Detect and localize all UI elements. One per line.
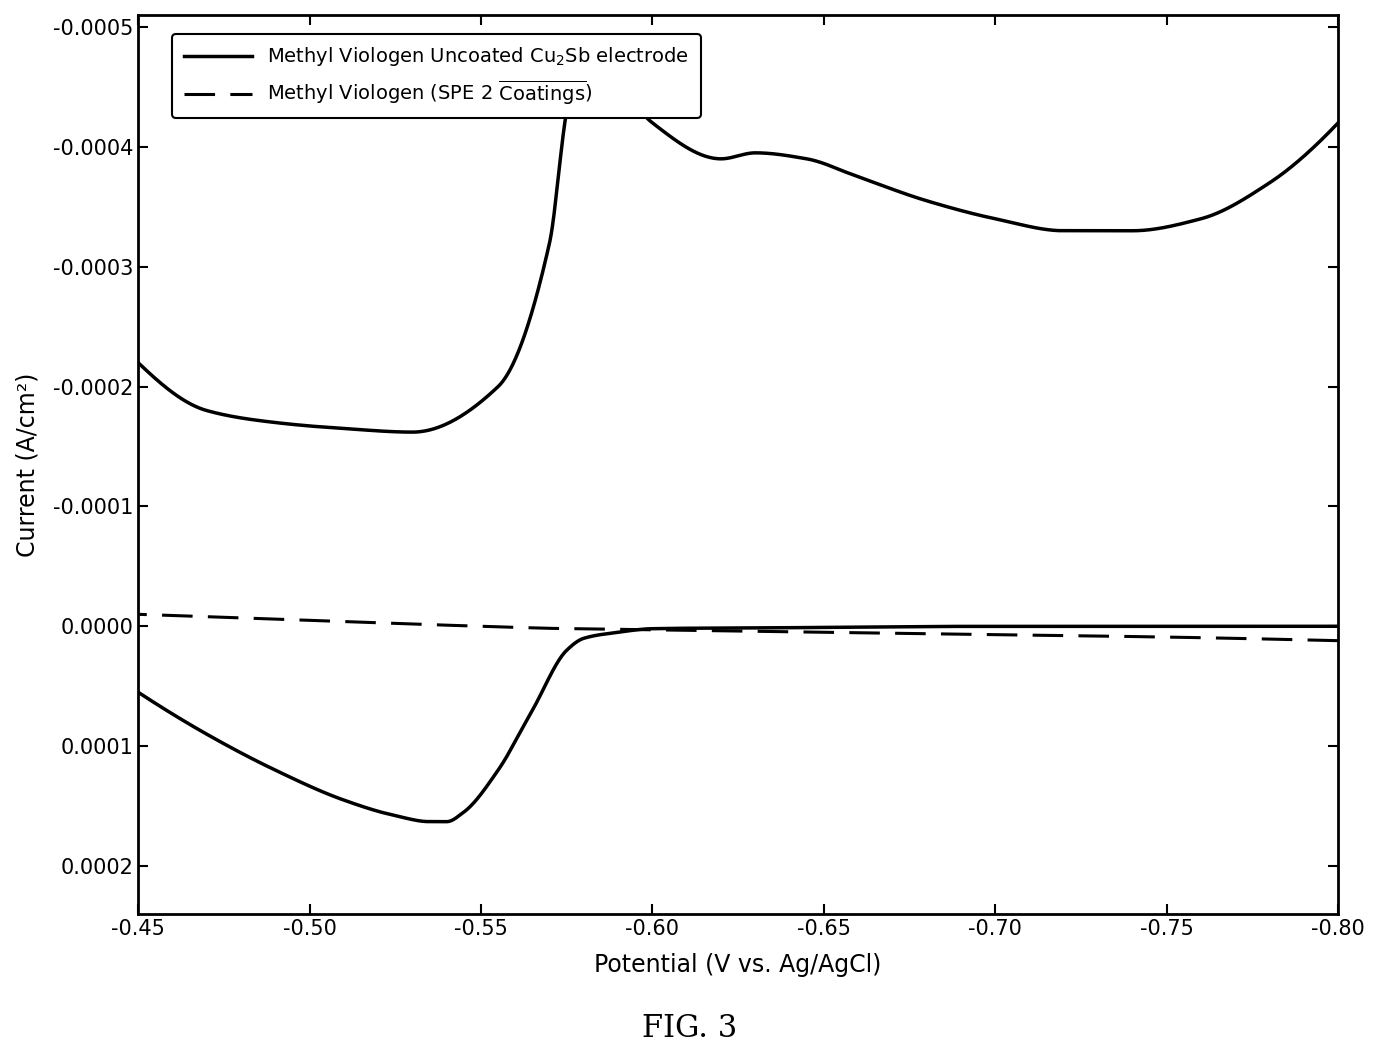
Y-axis label: Current (A/cm²): Current (A/cm²) xyxy=(15,372,39,557)
X-axis label: Potential (V vs. Ag/AgCl): Potential (V vs. Ag/AgCl) xyxy=(595,953,882,977)
Legend: Methyl Viologen Uncoated Cu$_2$Sb electrode, Methyl Viologen (SPE 2 $\overline{\: Methyl Viologen Uncoated Cu$_2$Sb electr… xyxy=(172,34,701,118)
Text: FIG. 3: FIG. 3 xyxy=(642,1014,738,1044)
